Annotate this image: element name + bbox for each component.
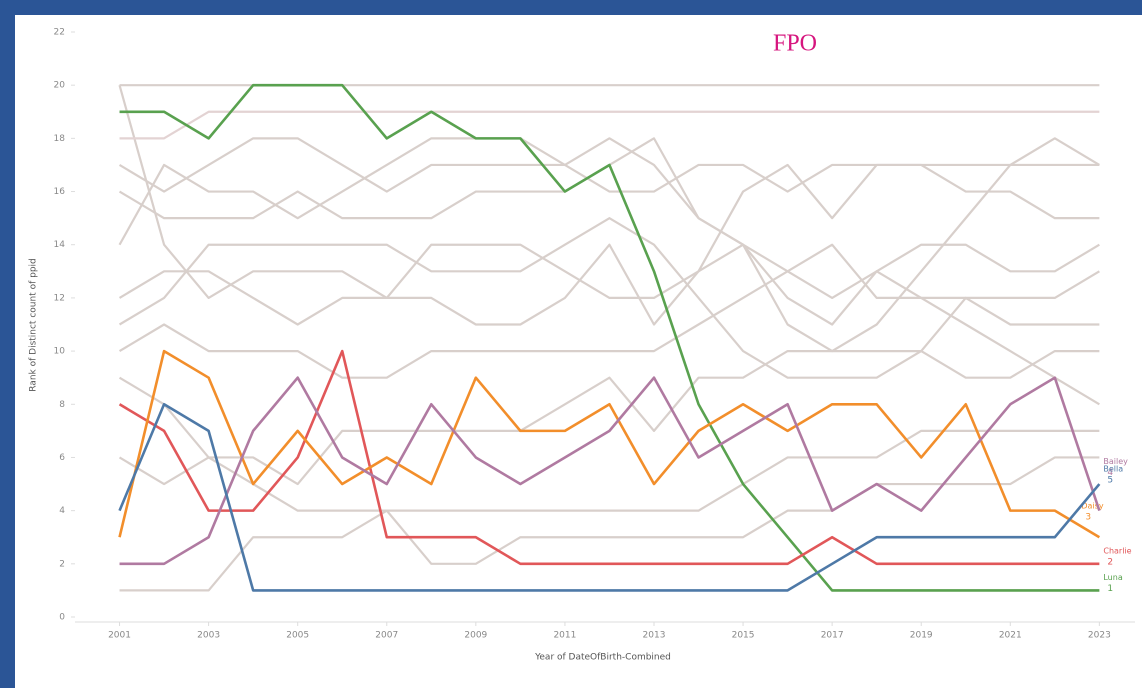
y-axis-label: Rank of Distinct count of ppid xyxy=(29,258,39,392)
x-tick-label: 2003 xyxy=(197,631,220,641)
background-line xyxy=(118,137,1100,353)
background-line xyxy=(119,110,1100,140)
y-tick-label: 10 xyxy=(54,347,66,357)
background-line xyxy=(118,243,1100,379)
series-end-value: 2 xyxy=(1107,557,1113,567)
y-tick-label: 20 xyxy=(54,81,66,91)
background-line xyxy=(118,163,1100,326)
background-line xyxy=(118,137,1100,193)
x-tick-label: 2001 xyxy=(108,631,131,641)
background-line xyxy=(119,429,1100,592)
x-tick-label: 2021 xyxy=(999,631,1022,641)
y-tick-label: 12 xyxy=(54,293,65,303)
background-line xyxy=(118,84,1100,406)
x-tick-label: 2023 xyxy=(1088,631,1111,641)
y-tick-label: 14 xyxy=(54,240,66,250)
chart: FPO Year of DateOfBirth-Combined Rank of… xyxy=(15,15,1142,688)
series-label: Bella xyxy=(1103,465,1123,474)
y-tick-label: 16 xyxy=(54,187,66,197)
series-line xyxy=(118,402,1101,592)
series-line xyxy=(119,376,1101,566)
series-end-value: 5 xyxy=(1107,476,1113,486)
series-label: Bailey xyxy=(1103,457,1128,466)
y-tick-label: 22 xyxy=(54,28,65,38)
y-tick-label: 8 xyxy=(59,400,65,410)
y-tick-label: 6 xyxy=(59,453,65,463)
chart-title: FPO xyxy=(773,31,817,57)
x-tick-label: 2005 xyxy=(286,631,309,641)
y-tick-label: 2 xyxy=(59,559,65,569)
y-tick-label: 4 xyxy=(59,506,65,516)
x-axis-label: Year of DateOfBirth-Combined xyxy=(534,653,671,663)
background-line xyxy=(118,217,1100,379)
x-tick-label: 2019 xyxy=(910,631,933,641)
series-label: Charlie xyxy=(1103,546,1131,555)
x-tick-label: 2009 xyxy=(464,631,487,641)
series-end-value: 3 xyxy=(1085,513,1091,523)
series-label: Daisy xyxy=(1081,502,1103,511)
x-tick-label: 2011 xyxy=(553,631,576,641)
x-tick-label: 2013 xyxy=(643,631,666,641)
series-end-value: 4 xyxy=(1107,468,1113,478)
series-line xyxy=(118,349,1100,566)
series-label: Luna xyxy=(1103,573,1122,582)
x-tick-label: 2015 xyxy=(732,631,755,641)
x-tick-label: 2017 xyxy=(821,631,844,641)
background-line xyxy=(118,349,1100,486)
series-end-value: 1 xyxy=(1107,584,1113,594)
x-tick-label: 2007 xyxy=(375,631,398,641)
background-line xyxy=(118,376,1100,565)
y-tick-label: 18 xyxy=(54,134,66,144)
y-tick-label: 0 xyxy=(59,613,65,623)
series-line xyxy=(119,83,1100,592)
series-line xyxy=(118,349,1101,539)
